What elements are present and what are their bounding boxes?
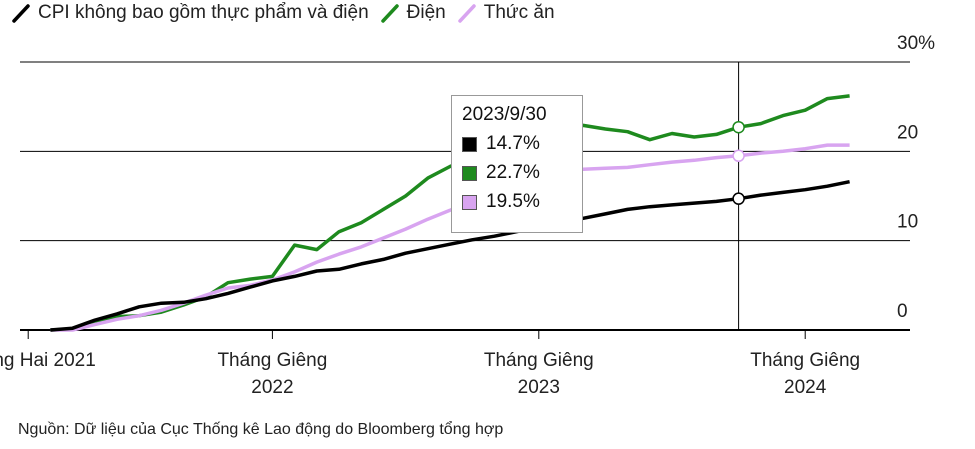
legend-item: Điện bbox=[379, 2, 446, 24]
series-line bbox=[50, 179, 850, 332]
y-tick-label: 10 bbox=[897, 212, 918, 233]
legend-icon bbox=[380, 4, 399, 23]
legend-swatch bbox=[457, 4, 476, 23]
tooltip-row: 22.7% bbox=[462, 162, 572, 184]
legend-swatch bbox=[380, 4, 399, 23]
series-line bbox=[50, 94, 850, 332]
legend-item: CPI không bao gồm thực phẩm và điện bbox=[10, 2, 369, 24]
tooltip-value: 19.5% bbox=[486, 191, 540, 212]
legend-label: Thức ăn bbox=[483, 2, 555, 23]
legend-icon bbox=[457, 4, 476, 23]
y-tick-label: 30% bbox=[897, 33, 935, 54]
tooltip: 2023/9/30 14.7% 22.7% 19.5% bbox=[451, 95, 583, 233]
tooltip-row: 19.5% bbox=[462, 191, 572, 213]
tooltip-value: 14.7% bbox=[486, 133, 540, 154]
x-tick-label: Tháng Hai 2021 bbox=[0, 350, 96, 371]
source-note: Nguồn: Dữ liệu của Cục Thống kê Lao động… bbox=[18, 421, 504, 438]
legend-swatch bbox=[12, 4, 30, 23]
legend-label: Điện bbox=[406, 2, 446, 23]
y-tick-label: 0 bbox=[897, 301, 908, 322]
tooltip-row: 14.7% bbox=[462, 133, 572, 155]
tooltip-swatch bbox=[462, 165, 477, 181]
x-tick-label: Tháng Giêng 2024 bbox=[750, 350, 861, 398]
legend-item: Thức ăn bbox=[456, 2, 555, 24]
legend-label: CPI không bao gồm thực phẩm và điện bbox=[38, 2, 369, 23]
tooltip-swatch bbox=[462, 194, 477, 210]
hover-marker bbox=[732, 192, 745, 205]
tooltip-title: 2023/9/30 bbox=[462, 104, 547, 125]
legend-icon bbox=[12, 4, 30, 23]
legend: CPI không bao gồm thực phẩm và điện Điện T… bbox=[10, 2, 565, 24]
hover-marker bbox=[732, 149, 745, 163]
hover-marker bbox=[732, 120, 745, 134]
y-tick-label: 20 bbox=[897, 122, 918, 143]
x-tick-label: Tháng Giêng 2023 bbox=[483, 350, 594, 398]
x-tick-label: Tháng Giêng 2022 bbox=[217, 350, 328, 398]
tooltip-swatch bbox=[462, 136, 477, 152]
tooltip-value: 22.7% bbox=[486, 162, 540, 183]
